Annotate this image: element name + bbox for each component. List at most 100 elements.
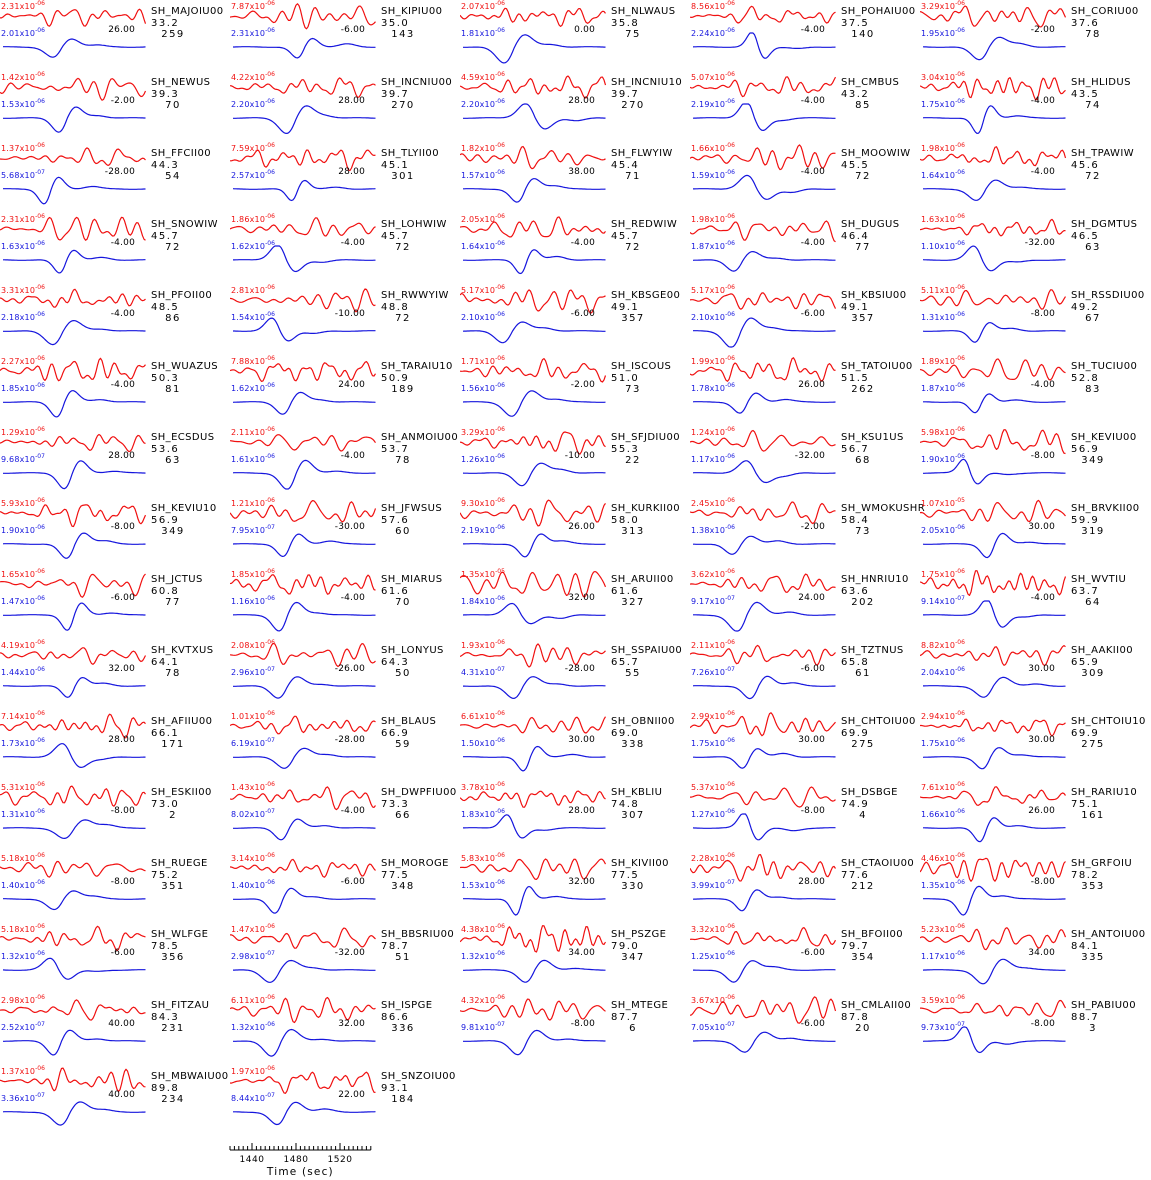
azimuth-label: 54 xyxy=(165,171,181,182)
synthetic-amplitude-label: 2.24x10-06 xyxy=(691,26,735,38)
time-shift-label: -4.00 xyxy=(110,238,135,248)
trace-plot xyxy=(0,925,146,980)
station-name: SH_DWPFIU00 xyxy=(381,787,457,798)
station-cell: 6.11x10-06 1.32x10-06 32.00 SH_ISPGE 86.6 336 xyxy=(230,994,460,1065)
observed-amplitude-label: 5.17x10-06 xyxy=(461,283,505,295)
time-shift-label: 34.00 xyxy=(568,948,595,958)
synthetic-amplitude-label-base: 7.26x10 xyxy=(691,668,726,677)
observed-amplitude-label-exponent: -06 xyxy=(265,639,275,646)
observed-amplitude-label-base: 7.88x10 xyxy=(231,357,266,366)
observed-amplitude-label: 7.61x10-06 xyxy=(921,780,965,792)
synthetic-trace xyxy=(463,814,606,839)
synthetic-amplitude-label-exponent: -07 xyxy=(265,524,275,531)
distance-label: 78.2 xyxy=(1071,870,1100,881)
observed-amplitude-label-base: 1.98x10 xyxy=(921,144,956,153)
synthetic-amplitude-label: 2.10x10-06 xyxy=(691,310,735,322)
observed-amplitude-label-exponent: -06 xyxy=(495,426,505,433)
observed-trace xyxy=(230,434,376,452)
observed-amplitude-label: 7.14x10-06 xyxy=(1,709,45,721)
station-name: SH_KBSGE00 xyxy=(611,290,681,301)
station-cell: 3.78x10-06 1.83x10-06 28.00 SH_KBLIU 74.8 307 xyxy=(460,781,690,852)
synthetic-amplitude-label: 1.25x10-06 xyxy=(691,949,735,961)
station-name: SH_WMOKUSHR xyxy=(841,503,926,514)
trace-plot xyxy=(690,854,836,912)
trace-plot xyxy=(460,998,606,1056)
station-name: SH_HLIDUS xyxy=(1071,77,1131,88)
synthetic-trace xyxy=(233,1101,376,1126)
trace-plot xyxy=(230,500,377,557)
distance-label: 39.7 xyxy=(381,89,410,100)
observed-trace xyxy=(0,1067,146,1093)
synthetic-amplitude-label-exponent: -06 xyxy=(35,311,45,318)
synthetic-amplitude-label-exponent: -06 xyxy=(725,950,735,957)
distance-label: 87.8 xyxy=(841,1012,870,1023)
trace-plot xyxy=(690,786,836,841)
station-name: SH_INCNIU10 xyxy=(611,77,683,88)
distance-label: 60.8 xyxy=(151,586,180,597)
station-name: SH_RWWYIW xyxy=(381,290,449,301)
time-shift-label: -8.00 xyxy=(800,806,825,816)
observed-amplitude-label: 1.93x10-06 xyxy=(461,638,505,650)
station-cell: 4.22x10-06 2.20x10-06 28.00 SH_INCNIU00 39.7… xyxy=(230,71,460,142)
synthetic-amplitude-label-exponent: -06 xyxy=(725,453,735,460)
observed-trace xyxy=(920,499,1066,523)
observed-amplitude-label-exponent: -06 xyxy=(265,142,275,149)
station-name: SH_CMLAII00 xyxy=(841,1000,912,1011)
observed-trace xyxy=(230,996,376,1024)
observed-trace xyxy=(0,573,146,598)
station-name: SH_LOHWIW xyxy=(381,219,447,230)
azimuth-label: 78 xyxy=(1085,29,1101,40)
observed-amplitude-label-base: 1.66x10 xyxy=(691,144,726,153)
station-cell: 1.35x10-05 1.84x10-06 32.00 SH_ARUII00 61.6 3… xyxy=(460,568,690,639)
azimuth-label: 75 xyxy=(625,29,641,40)
distance-label: 37.6 xyxy=(1071,18,1100,29)
observed-amplitude-label-base: 4.19x10 xyxy=(1,641,36,650)
station-name: SH_FFCII00 xyxy=(151,148,211,159)
azimuth-label: 63 xyxy=(1085,242,1101,253)
station-name: SH_FITZAU xyxy=(151,1000,210,1011)
synthetic-amplitude-label-exponent: -06 xyxy=(35,666,45,673)
time-shift-label: -6.00 xyxy=(110,948,135,958)
observed-trace xyxy=(0,713,146,739)
azimuth-label: 234 xyxy=(161,1094,185,1105)
observed-amplitude-label-exponent: -06 xyxy=(495,781,505,788)
synthetic-amplitude-label-base: 1.54x10 xyxy=(231,313,266,322)
synthetic-amplitude-label-base: 2.57x10 xyxy=(231,171,266,180)
synthetic-amplitude-label: 1.62x10-06 xyxy=(231,381,275,393)
observed-amplitude-label-base: 3.14x10 xyxy=(231,854,266,863)
trace-plot xyxy=(0,357,146,418)
observed-amplitude-label: 6.61x10-06 xyxy=(461,709,505,721)
observed-amplitude-label: 1.63x10-06 xyxy=(921,212,965,224)
observed-trace xyxy=(0,785,146,807)
trace-plot xyxy=(460,570,607,625)
observed-amplitude-label-base: 7.14x10 xyxy=(1,712,36,721)
trace-plot xyxy=(230,574,376,632)
synthetic-trace xyxy=(462,602,606,625)
observed-amplitude-label-base: 1.65x10 xyxy=(1,570,36,579)
observed-amplitude-label: 1.86x10-06 xyxy=(231,212,275,224)
observed-amplitude-label: 1.65x10-06 xyxy=(1,567,45,579)
observed-trace xyxy=(0,77,147,101)
time-shift-label: 32.00 xyxy=(338,1019,365,1029)
synthetic-amplitude-label: 1.73x10-06 xyxy=(1,736,45,748)
synthetic-amplitude-label-base: 1.64x10 xyxy=(461,242,496,251)
synthetic-trace xyxy=(692,103,836,131)
trace-plot xyxy=(920,146,1067,201)
observed-trace xyxy=(0,860,146,878)
trace-plot xyxy=(690,357,836,414)
observed-amplitude-label-exponent: -06 xyxy=(725,710,735,717)
observed-amplitude-label-exponent: -06 xyxy=(265,497,275,504)
distance-label: 53.6 xyxy=(151,444,180,455)
station-cell: 2.81x10-06 1.54x10-06 -10.00 SH_RWWYIW 48.8 7… xyxy=(230,284,460,355)
station-cell: 2.98x10-06 2.52x10-07 40.00 SH_FITZAU 84.3 23… xyxy=(0,994,230,1065)
trace-plot xyxy=(690,927,837,983)
observed-amplitude-label: 1.99x10-06 xyxy=(691,354,735,366)
observed-trace xyxy=(920,358,1066,381)
azimuth-label: 189 xyxy=(391,384,415,395)
station-cell: 1.82x10-06 1.57x10-06 38.00 SH_FLWYIW 45.4 71 xyxy=(460,142,690,213)
observed-amplitude-label-base: 5.07x10 xyxy=(691,73,726,82)
synthetic-amplitude-label: 1.26x10-06 xyxy=(461,452,505,464)
distance-label: 66.9 xyxy=(381,728,410,739)
azimuth-label: 4 xyxy=(859,810,867,821)
